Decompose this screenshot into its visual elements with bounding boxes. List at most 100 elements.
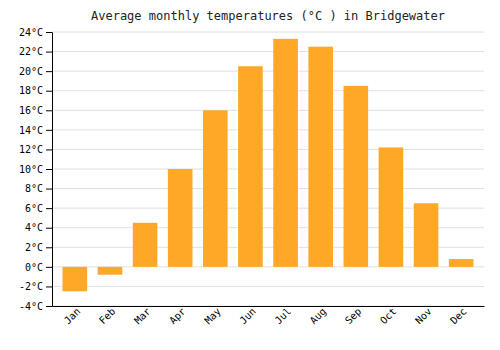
x-tick: Dec: [448, 306, 469, 327]
y-tick: 0°C: [25, 262, 52, 273]
tick-mark: [46, 130, 52, 131]
x-tick: Feb: [97, 306, 118, 327]
y-tick: 6°C: [25, 203, 52, 214]
tick-label: Jan: [62, 306, 83, 327]
y-tick: 2°C: [25, 242, 52, 253]
tick-mark: [46, 32, 52, 33]
tick-mark: [46, 110, 52, 111]
tick-mark: [46, 267, 52, 268]
grid-line: [52, 129, 484, 130]
x-tick: Nov: [413, 306, 434, 327]
tick-label: 10°C: [19, 164, 43, 175]
tick-label: 0°C: [25, 262, 43, 273]
tick-label: 8°C: [25, 183, 43, 194]
tick-label: 22°C: [19, 46, 43, 57]
y-tick: 4°C: [25, 222, 52, 233]
y-tick: 20°C: [19, 66, 52, 77]
tick-mark: [46, 189, 52, 190]
tick-label: Oct: [378, 306, 399, 327]
tick-mark: [46, 286, 52, 287]
tick-label: May: [202, 306, 223, 327]
tick-label: Apr: [167, 306, 188, 327]
bars: [63, 39, 474, 291]
tick-label: Dec: [448, 306, 469, 327]
tick-label: Sep: [343, 306, 364, 327]
y-tick: -2°C: [19, 281, 52, 292]
tick-label: -2°C: [19, 281, 43, 292]
tick-mark: [46, 169, 52, 170]
tick-mark: [46, 208, 52, 209]
y-tick: 10°C: [19, 164, 52, 175]
y-tick: 14°C: [19, 125, 52, 136]
tick-mark: [46, 306, 52, 307]
grid-line: [52, 169, 484, 170]
tick-label: Jul: [273, 306, 294, 327]
bar: [63, 267, 88, 291]
plot: -4°C -2°C 0°C 2°C 4°C 6°C 8°C 10°C 12°C 14°C 16°C 1…: [19, 27, 485, 326]
grid-line: [52, 32, 484, 33]
tick-label: Mar: [132, 306, 153, 327]
bar: [449, 259, 474, 267]
grid-line: [52, 90, 484, 91]
x-tick: Sep: [343, 306, 364, 327]
x-tick: Jan: [62, 306, 83, 327]
bar: [273, 39, 298, 267]
x-tick: May: [202, 306, 223, 327]
bar: [379, 147, 404, 266]
y-tick: 22°C: [19, 46, 52, 57]
tick-label: -4°C: [19, 301, 43, 312]
x-axis: Jan Feb Mar Apr May Jun Jul Aug Sep Oct Nov Dec: [53, 306, 485, 327]
x-tick: Oct: [378, 306, 399, 327]
tick-label: 14°C: [19, 125, 43, 136]
bar: [414, 203, 439, 267]
grid-line: [52, 149, 484, 150]
x-tick: Apr: [167, 306, 188, 327]
y-tick: 8°C: [25, 183, 52, 194]
bar: [133, 223, 158, 267]
tick-mark: [46, 149, 52, 150]
title: Average monthly temperatures (°C ) in Br…: [91, 9, 445, 23]
y-tick: 12°C: [19, 144, 52, 155]
axis-line: [46, 33, 53, 307]
tick-label: Feb: [97, 306, 118, 327]
tick-label: 18°C: [19, 85, 43, 96]
bar: [168, 169, 193, 267]
y-tick: 16°C: [19, 105, 52, 116]
tick-label: 6°C: [25, 203, 43, 214]
axis-line: [53, 306, 485, 307]
y-axis: -4°C -2°C 0°C 2°C 4°C 6°C 8°C 10°C 12°C 14°C 16°C 1…: [19, 27, 53, 312]
grid-line: [52, 51, 484, 52]
tick-label: 20°C: [19, 66, 43, 77]
x-tick: Jun: [237, 306, 258, 327]
tick-label: Aug: [308, 306, 329, 327]
tick-mark: [46, 91, 52, 92]
grid: [52, 32, 484, 306]
tick-label: Jun: [237, 306, 258, 327]
tick-mark: [46, 228, 52, 229]
tick-label: 24°C: [19, 27, 43, 38]
bar: [98, 267, 123, 275]
bar: [203, 110, 228, 267]
grid-line: [52, 71, 484, 72]
tick-mark: [46, 247, 52, 248]
y-tick: 18°C: [19, 85, 52, 96]
tick-mark: [46, 52, 52, 53]
chart: -4°C -2°C 0°C 2°C 4°C 6°C 8°C 10°C 12°C 14°C 16°C 1…: [0, 0, 500, 350]
y-tick: 24°C: [19, 27, 52, 38]
grid-line: [52, 286, 484, 287]
bar: [308, 47, 333, 267]
bar: [238, 66, 263, 267]
x-tick: Mar: [132, 306, 153, 327]
grid-line: [52, 188, 484, 189]
x-tick: Aug: [308, 306, 329, 327]
grid-line: [52, 306, 484, 307]
tick-label: 16°C: [19, 105, 43, 116]
y-tick: -4°C: [19, 301, 52, 312]
tick-label: 12°C: [19, 144, 43, 155]
grid-line: [52, 110, 484, 111]
tick-label: 4°C: [25, 222, 43, 233]
tick-label: Nov: [413, 306, 434, 327]
tick-mark: [46, 71, 52, 72]
bar: [344, 86, 369, 267]
tick-label: 2°C: [25, 242, 43, 253]
